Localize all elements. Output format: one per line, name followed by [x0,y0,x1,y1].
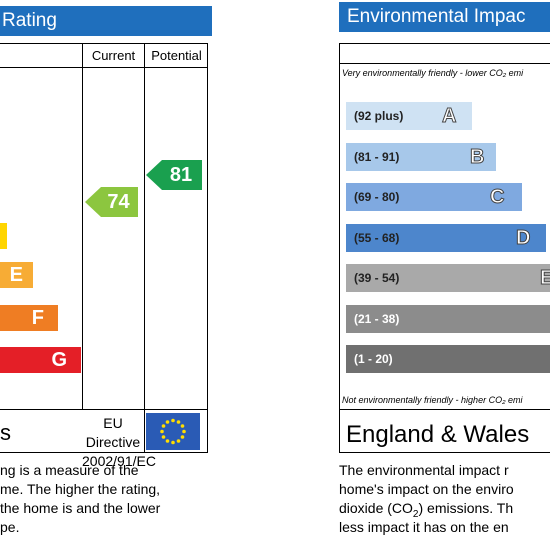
env-band-g: (1 - 20) [346,345,550,373]
env-footer-divider [339,409,550,410]
eu-directive-label: EU Directive 2002/91/EC [82,414,156,471]
current-rating-value: 74 [107,191,130,213]
energy-description: ng is a measure of the me. The higher th… [0,461,215,537]
env-description: The environmental impact r home's impact… [339,461,550,537]
energy-band-e-letter: E [9,264,23,286]
env-band-e: (39 - 54) E [346,264,550,292]
env-band-g-range: (1 - 20) [354,352,393,366]
env-band-c: (69 - 80) C [346,183,522,211]
energy-rating-title: Rating [2,10,57,31]
env-band-d-range: (55 - 68) [354,231,400,245]
env-band-f: (21 - 38) [346,305,550,333]
co2-subscript: 2 [412,508,419,520]
env-header-row-divider [339,63,550,64]
env-description-line4: less impact it has on the en [339,519,509,535]
energy-band-d [0,223,7,249]
energy-band-g-letter: G [51,349,67,371]
env-description-line3-end: ) emissions. Th [418,500,514,516]
energy-description-line2: me. The higher the rating, [0,481,161,497]
env-description-line2: home's impact on the enviro [339,481,514,497]
env-band-c-range: (69 - 80) [354,190,400,204]
potential-column-header: Potential [151,48,202,63]
env-band-b-range: (81 - 91) [354,150,400,164]
env-band-a-letter: A [441,105,457,128]
eu-stars-icon [160,418,186,445]
potential-rating-value: 81 [169,164,193,186]
energy-header-row-divider [0,67,208,68]
env-band-b-letter: B [469,146,485,169]
env-bottom-note: Not environmentally friendly - higher CO… [342,395,523,405]
environmental-impact-title: Environmental Impac [347,6,526,27]
energy-band-f: F [0,305,58,331]
environmental-impact-header: Environmental Impac [339,2,550,32]
energy-footer-left-text: s [0,420,11,445]
env-band-c-letter: C [489,186,505,209]
environmental-impact-table [339,43,550,453]
energy-band-g: G [0,347,81,373]
env-top-note: Very environmentally friendly - lower CO… [342,68,524,78]
env-band-d-letter: D [515,227,531,250]
current-column-header: Current [91,48,136,63]
eu-directive-line1: EU Directive [85,415,141,450]
env-band-a: (92 plus) A [346,102,472,130]
env-band-e-letter: E [539,267,550,290]
env-band-d: (55 - 68) D [346,224,546,252]
env-band-f-range: (21 - 38) [354,312,400,326]
energy-footer-divider [0,409,208,410]
env-band-b: (81 - 91) B [346,143,496,171]
energy-description-line4: pe. [0,519,20,535]
current-column-divider [82,43,83,409]
env-band-e-range: (39 - 54) [354,271,400,285]
energy-rating-header: Rating [0,6,212,36]
energy-band-f-letter: F [31,307,44,329]
energy-rating-table [0,43,208,453]
env-footer-region: England & Wales [346,421,530,448]
energy-band-e: E [0,262,33,288]
env-band-a-range: (92 plus) [354,109,404,123]
env-description-line1: The environmental impact r [339,462,509,478]
eu-flag-icon [146,413,200,450]
energy-description-line3: the home is and the lower [0,500,161,516]
energy-description-line1: ng is a measure of the [0,462,139,478]
eu-directive-line2: 2002/91/EC [82,453,156,469]
env-description-line3: dioxide (CO2) emissions. Th [339,499,550,520]
env-description-line3-start: dioxide (CO [339,500,413,516]
potential-column-divider [144,43,145,453]
